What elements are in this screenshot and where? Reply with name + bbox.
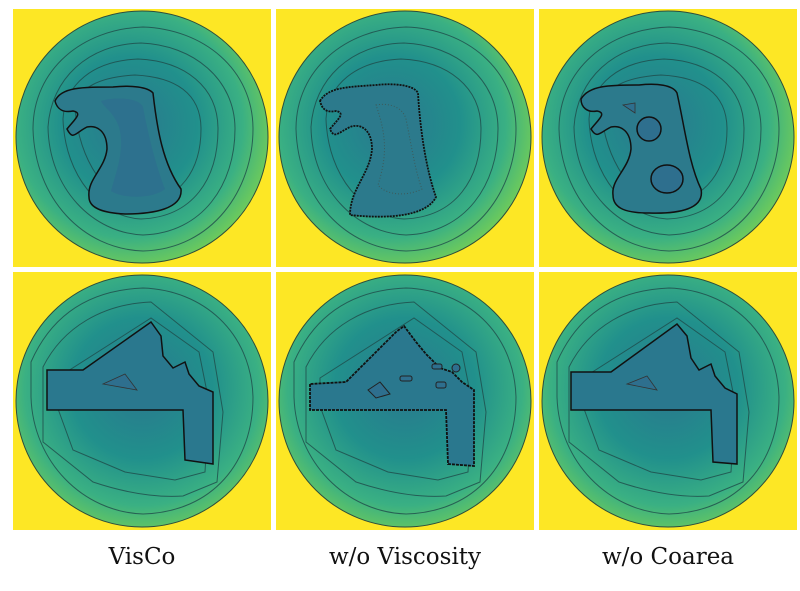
panel-no-viscosity-shape-a	[276, 9, 534, 267]
distance-field-plot	[278, 274, 532, 528]
panel-no-viscosity-shape-b	[276, 272, 534, 530]
distance-field-plot	[278, 10, 532, 264]
distance-field-plot	[541, 274, 795, 528]
panel-no-coarea-shape-b	[539, 272, 797, 530]
panel-visco-shape-a	[13, 9, 271, 267]
caption-no-viscosity: w/o Viscosity	[328, 544, 482, 570]
caption-visco: VisCo	[108, 544, 176, 570]
panel-visco-shape-b	[13, 272, 271, 530]
shape-contour	[46, 320, 214, 465]
shape-contour	[570, 322, 738, 465]
caption-no-coarea: w/o Coarea	[601, 544, 735, 570]
distance-field-plot	[15, 274, 269, 528]
shape-contour	[319, 83, 437, 218]
distance-field-plot	[15, 10, 269, 264]
shape-contour	[309, 324, 475, 467]
panel-no-coarea-shape-a	[539, 9, 797, 267]
distance-field-plot	[541, 10, 795, 264]
